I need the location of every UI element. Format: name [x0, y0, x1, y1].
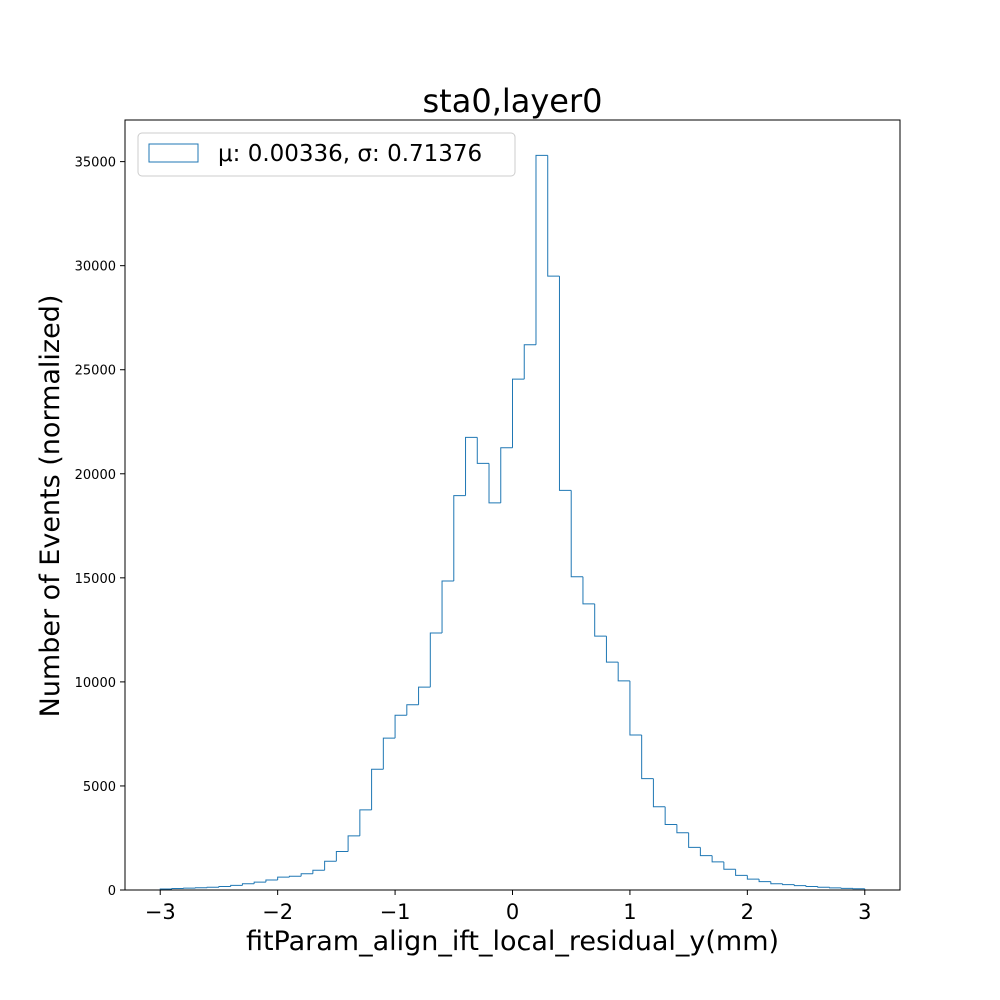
histogram-bin	[288, 875, 302, 878]
histogram-bin	[488, 463, 501, 504]
x-tick-label: −3	[145, 900, 176, 924]
histogram-bin	[558, 276, 572, 491]
histogram-bin	[664, 806, 677, 825]
histogram-bin	[394, 714, 407, 739]
plot-layer	[159, 154, 866, 891]
histogram-bin	[265, 879, 278, 883]
y-tick-label: 30000	[75, 260, 116, 275]
x-tick-label: 1	[623, 900, 636, 924]
histogram-bin	[218, 885, 231, 888]
histogram-bin	[441, 580, 454, 633]
histogram-bin	[770, 881, 783, 885]
axes-frame	[124, 119, 901, 891]
histogram-bin	[335, 851, 349, 862]
y-tick-label: 20000	[75, 468, 116, 483]
x-axis-label: fitParam_align_ift_local_residual_y(mm)	[246, 926, 779, 957]
histogram-bin	[547, 155, 560, 277]
histogram-bin	[347, 835, 360, 852]
y-tick-label: 35000	[75, 156, 116, 171]
histogram-bin	[312, 869, 325, 874]
histogram-bin	[253, 881, 266, 884]
legend: μ: 0.00336, σ: 0.71376	[137, 132, 516, 177]
histogram-bin	[605, 636, 619, 663]
x-tick-label: −2	[262, 900, 293, 924]
y-tick-label: 0	[108, 884, 116, 899]
histogram-bin	[594, 603, 607, 637]
histogram-bin	[241, 883, 255, 886]
histogram-bin	[711, 855, 724, 863]
histogram-bin	[371, 768, 384, 810]
x-tick-label: 2	[741, 900, 754, 924]
axes-layer: −3 −2 −1 0 1 2 3 0 5000 10000 15000 20000 25000 30000…	[75, 119, 901, 924]
histogram-bin	[406, 704, 419, 716]
y-tick-label: 25000	[75, 364, 116, 379]
histogram-bin	[453, 495, 466, 581]
histogram-bin	[476, 437, 490, 464]
histogram-bin	[746, 875, 760, 880]
x-tick-label: −1	[380, 900, 411, 924]
histogram-bin	[676, 824, 689, 834]
histogram-bin	[230, 884, 243, 887]
legend-frame	[137, 132, 516, 177]
histogram-bin	[500, 447, 513, 503]
x-tick-label: 3	[858, 900, 871, 924]
y-tick-label: 5000	[83, 780, 116, 795]
legend-label: μ: 0.00336, σ: 0.71376	[218, 141, 482, 167]
x-tick-label: 0	[506, 900, 519, 924]
y-tick-label: 15000	[75, 572, 116, 587]
histogram-bin	[300, 873, 313, 877]
histogram-bin	[735, 869, 748, 876]
histogram-bin	[782, 883, 795, 886]
histogram-bin	[699, 847, 713, 857]
chart-title: sta0,layer0	[423, 82, 603, 120]
histogram-bin	[429, 632, 443, 688]
histogram-bin	[652, 778, 666, 808]
histogram-bin	[817, 886, 830, 888]
histogram-bin	[617, 662, 630, 682]
legend-swatch	[148, 143, 199, 163]
histogram-bin	[523, 344, 536, 380]
histogram-bin	[758, 879, 771, 883]
histogram-bin	[359, 809, 372, 836]
histogram-bin	[688, 832, 701, 848]
y-tick-label: 10000	[75, 676, 116, 691]
histogram-bin	[382, 737, 396, 770]
histogram-bin	[570, 490, 583, 578]
histogram-bin	[629, 680, 642, 736]
histogram-bin	[793, 884, 807, 887]
histogram-bin	[641, 734, 654, 780]
histogram-bin	[535, 154, 548, 345]
histogram-bin	[324, 860, 337, 871]
histogram-bin	[418, 686, 431, 705]
histogram-bin	[512, 378, 525, 448]
histogram-bin	[582, 576, 595, 605]
histogram-bin	[465, 436, 478, 496]
histogram-bin	[805, 885, 818, 887]
y-axis-label: Number of Events (normalized)	[35, 295, 66, 718]
histogram-bin	[829, 887, 842, 889]
histogram-bin	[277, 876, 290, 881]
histogram-bin	[723, 861, 736, 870]
